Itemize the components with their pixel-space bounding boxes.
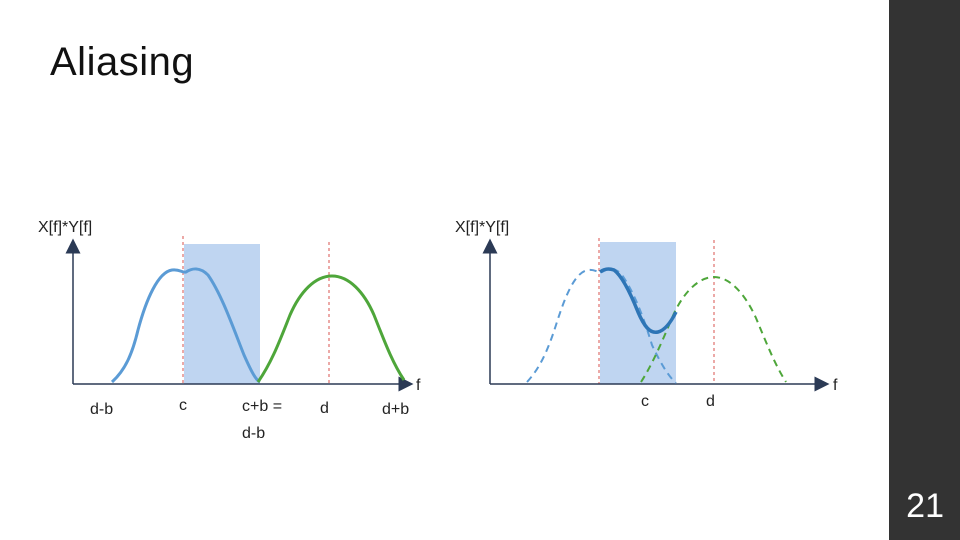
left-tick-c-plus-b-line2: d-b [242, 425, 265, 442]
left-y-axis-label: X[f]*Y[f] [38, 219, 92, 236]
right-green-dashed-curve [640, 275, 787, 383]
left-tick-c-plus-b-line1: c+b = [242, 398, 282, 415]
page-number: 21 [906, 487, 944, 525]
left-tick-d: d [320, 400, 329, 417]
right-aliased-sum-curve [598, 267, 678, 335]
sidebar: 21 [889, 0, 960, 540]
right-tick-c: c [641, 393, 649, 410]
slide-title: Aliasing [50, 40, 195, 84]
right-tick-d: d [706, 393, 715, 410]
right-plot: X[f]*Y[f] f c d [455, 219, 838, 410]
right-x-axis-label: f [833, 377, 838, 394]
left-tick-c: c [179, 397, 187, 414]
left-tick-d-plus-b: d+b [382, 401, 409, 418]
left-tick-d-minus-b: d-b [90, 401, 113, 418]
right-y-axis-label: X[f]*Y[f] [455, 219, 509, 236]
left-blue-spectrum-curve [110, 267, 261, 384]
left-plot: X[f]*Y[f] f d-b c c+b = d-b d d+b [38, 219, 421, 442]
left-x-axis-label: f [416, 377, 421, 394]
left-green-spectrum-curve [256, 274, 406, 383]
